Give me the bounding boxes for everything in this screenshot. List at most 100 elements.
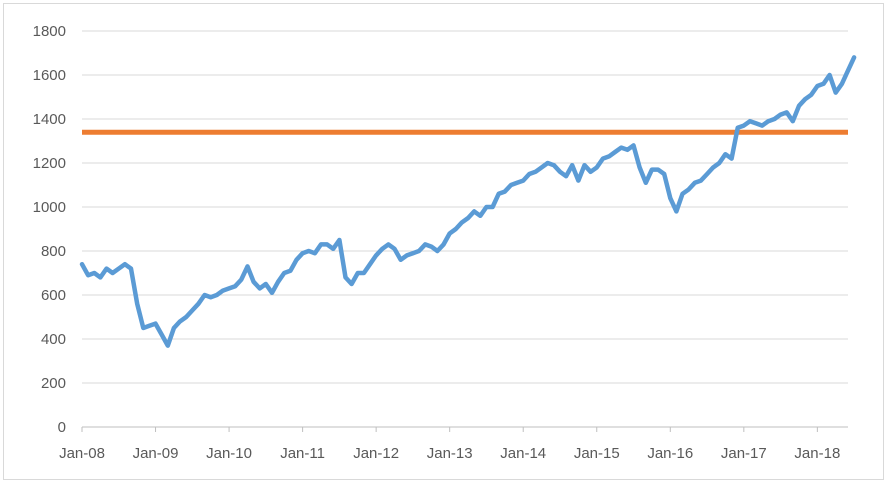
data-point bbox=[564, 174, 568, 178]
data-point bbox=[693, 181, 697, 185]
data-point bbox=[98, 275, 102, 279]
y-tick-label: 400 bbox=[41, 331, 66, 348]
data-point bbox=[92, 271, 96, 275]
data-point bbox=[834, 91, 838, 95]
data-point bbox=[760, 124, 764, 128]
data-point bbox=[343, 275, 348, 279]
data-point bbox=[227, 286, 231, 290]
data-point bbox=[405, 253, 409, 257]
data-point bbox=[576, 179, 581, 183]
data-point bbox=[736, 126, 740, 130]
data-point bbox=[680, 192, 685, 196]
data-point bbox=[521, 179, 525, 183]
y-tick-label: 1200 bbox=[33, 155, 66, 172]
data-point bbox=[129, 267, 133, 271]
data-point bbox=[252, 280, 256, 284]
data-point bbox=[331, 247, 335, 251]
x-tick-label: Jan-18 bbox=[794, 445, 840, 462]
data-point bbox=[221, 289, 225, 293]
data-point bbox=[852, 55, 856, 60]
data-point bbox=[730, 157, 734, 161]
data-point bbox=[754, 121, 758, 125]
data-point bbox=[533, 170, 538, 174]
data-point bbox=[460, 220, 464, 224]
x-tick-label: Jan-12 bbox=[353, 445, 399, 462]
data-point bbox=[803, 97, 807, 101]
data-point bbox=[166, 344, 170, 348]
data-point bbox=[80, 262, 84, 266]
data-point bbox=[540, 165, 544, 169]
data-point bbox=[411, 251, 415, 255]
data-point bbox=[111, 271, 115, 275]
data-point bbox=[178, 319, 182, 323]
data-point bbox=[570, 163, 574, 167]
data-point bbox=[423, 242, 427, 246]
data-point bbox=[392, 247, 397, 251]
data-point bbox=[135, 302, 139, 306]
data-point bbox=[442, 242, 446, 246]
data-point bbox=[478, 214, 482, 218]
data-point bbox=[337, 238, 341, 242]
data-point bbox=[172, 326, 176, 330]
data-point bbox=[325, 242, 329, 246]
data-point bbox=[797, 104, 801, 108]
data-point bbox=[821, 82, 826, 86]
data-point bbox=[791, 119, 795, 123]
data-point bbox=[772, 117, 777, 121]
x-tick-label: Jan-17 bbox=[721, 445, 767, 462]
y-axis-ticks: 0 200 400 600 800 1000 1200 1400 1600 1800 bbox=[33, 23, 66, 436]
x-tick-label: Jan-08 bbox=[59, 445, 105, 462]
data-point bbox=[313, 251, 317, 255]
data-point bbox=[356, 271, 360, 275]
data-point bbox=[448, 231, 452, 235]
data-point bbox=[104, 267, 109, 271]
data-point bbox=[711, 165, 715, 169]
data-point bbox=[497, 192, 501, 196]
data-point bbox=[699, 179, 703, 183]
data-point bbox=[484, 205, 488, 209]
x-tick-label: Jan-16 bbox=[647, 445, 693, 462]
data-point bbox=[846, 69, 850, 73]
data-point bbox=[141, 326, 145, 330]
y-tick-label: 1000 bbox=[33, 199, 66, 216]
data-point bbox=[656, 168, 660, 172]
data-point bbox=[233, 284, 237, 288]
data-point bbox=[742, 124, 746, 128]
data-point bbox=[245, 264, 250, 268]
data-point bbox=[123, 262, 127, 266]
data-point bbox=[307, 249, 311, 253]
data-point bbox=[828, 73, 832, 77]
y-tick-label: 200 bbox=[41, 375, 66, 392]
data-point bbox=[650, 168, 654, 172]
data-point bbox=[766, 119, 770, 123]
data-point bbox=[638, 165, 642, 169]
data-point bbox=[717, 161, 721, 165]
data-point bbox=[674, 209, 679, 213]
data-point bbox=[239, 278, 243, 282]
data-point bbox=[196, 302, 200, 306]
data-point bbox=[779, 113, 783, 117]
data-point bbox=[613, 150, 617, 154]
y-tick-label: 800 bbox=[41, 243, 66, 260]
data-point bbox=[386, 242, 390, 246]
data-point bbox=[380, 247, 384, 251]
data-point bbox=[276, 280, 280, 284]
data-point bbox=[374, 253, 378, 257]
data-point bbox=[264, 282, 268, 286]
data-point bbox=[595, 165, 599, 169]
data-point bbox=[644, 181, 648, 185]
data-point bbox=[160, 333, 164, 337]
data-point bbox=[619, 146, 623, 150]
data-point bbox=[466, 216, 470, 220]
data-point bbox=[399, 258, 403, 262]
data-point bbox=[209, 295, 213, 299]
data-point bbox=[491, 205, 495, 209]
data-point bbox=[294, 258, 299, 262]
y-tick-label: 1600 bbox=[33, 67, 66, 84]
data-point bbox=[503, 190, 507, 194]
x-tick-label: Jan-11 bbox=[280, 445, 325, 462]
x-tick-label: Jan-14 bbox=[500, 445, 546, 462]
y-tick-label: 1800 bbox=[33, 23, 66, 40]
data-point bbox=[662, 172, 666, 176]
data-point bbox=[301, 251, 305, 255]
